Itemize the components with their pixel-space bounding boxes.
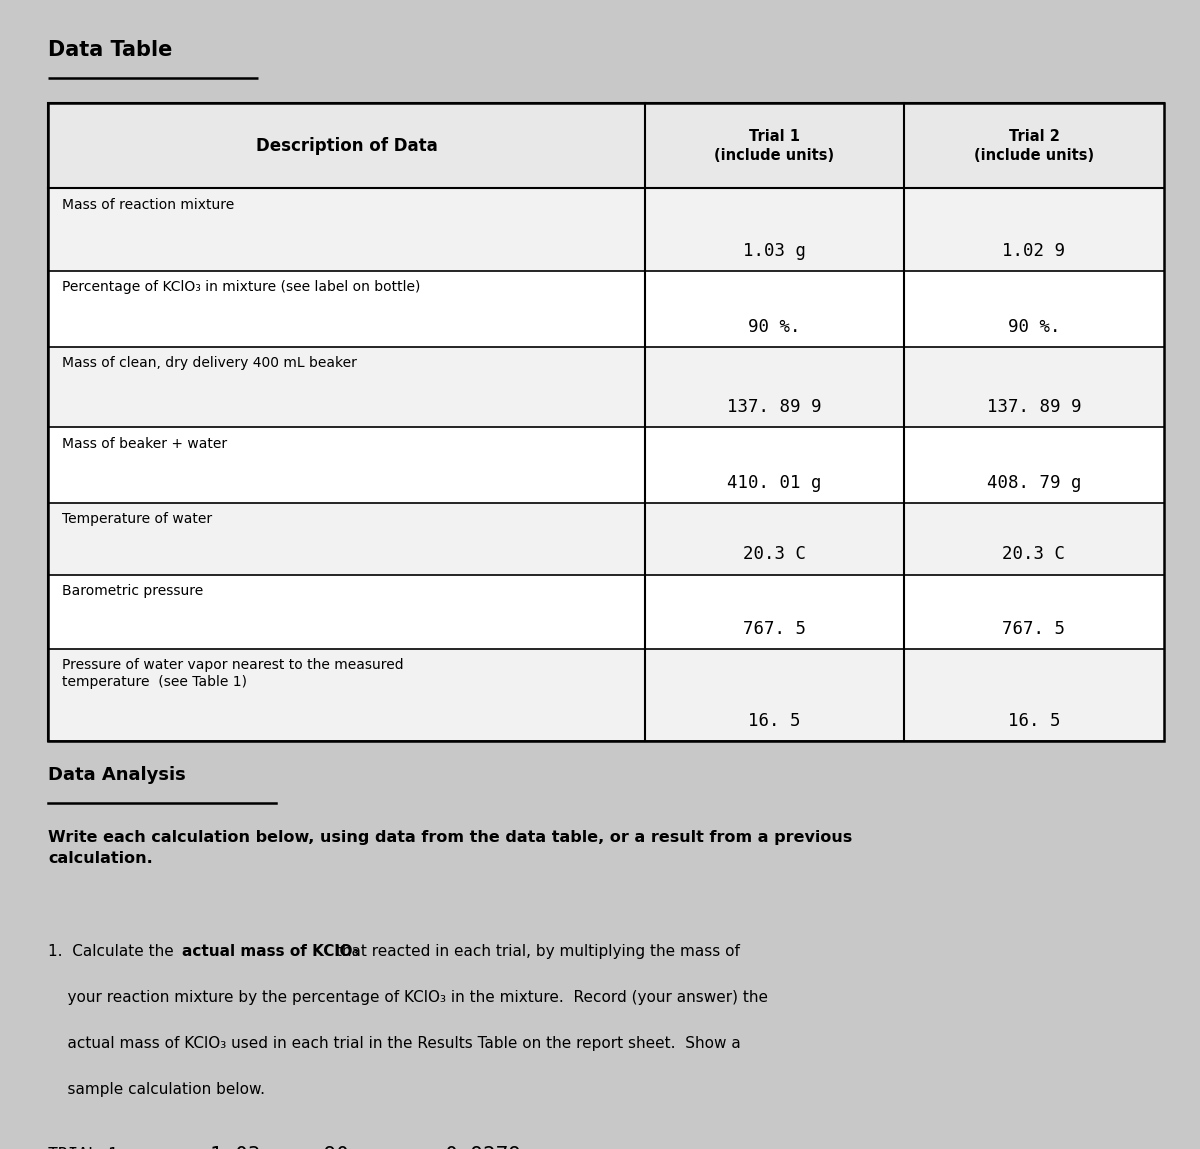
Text: 767. 5: 767. 5 [743,619,806,638]
Text: 137. 89 9: 137. 89 9 [986,398,1081,416]
Text: Trial 2
(include units): Trial 2 (include units) [974,129,1094,163]
Text: Mass of reaction mixture: Mass of reaction mixture [62,198,235,211]
Text: Mass of beaker + water: Mass of beaker + water [62,437,228,450]
FancyBboxPatch shape [48,103,1164,188]
Text: Barometric pressure: Barometric pressure [62,584,204,597]
FancyBboxPatch shape [48,427,1164,503]
Text: Data Analysis: Data Analysis [48,766,186,785]
FancyBboxPatch shape [48,649,1164,741]
Text: 767. 5: 767. 5 [1002,619,1066,638]
Text: that reacted in each trial, by multiplying the mass of: that reacted in each trial, by multiplyi… [331,944,739,959]
Text: 1.03 g × 90: 1.03 g × 90 [210,1146,349,1149]
Text: 16. 5: 16. 5 [749,711,800,730]
Text: Data Table: Data Table [48,40,173,60]
Text: Temperature of water: Temperature of water [62,512,212,526]
Text: 90 %.: 90 %. [749,317,800,336]
Text: Percentage of KClO₃ in mixture (see label on bottle): Percentage of KClO₃ in mixture (see labe… [62,280,421,294]
Text: 20.3 C: 20.3 C [1002,545,1066,563]
FancyBboxPatch shape [48,503,1164,574]
Text: TRIAL 1:: TRIAL 1: [48,1146,128,1149]
Text: 16. 5: 16. 5 [1008,711,1061,730]
Text: 1.02 9: 1.02 9 [1002,241,1066,260]
Text: Trial 1
(include units): Trial 1 (include units) [714,129,834,163]
FancyBboxPatch shape [48,103,1164,741]
Text: your reaction mixture by the percentage of KClO₃ in the mixture.  Record (your a: your reaction mixture by the percentage … [48,990,768,1005]
FancyBboxPatch shape [48,188,1164,271]
Text: Mass of clean, dry delivery 400 mL beaker: Mass of clean, dry delivery 400 mL beake… [62,356,358,370]
Text: sample calculation below.: sample calculation below. [48,1082,265,1097]
Text: 408. 79 g: 408. 79 g [986,473,1081,492]
Text: Description of Data: Description of Data [256,137,438,155]
Text: 1.03 g: 1.03 g [743,241,806,260]
Text: 20.3 C: 20.3 C [743,545,806,563]
Text: = 0.9279: = 0.9279 [420,1146,521,1149]
Text: 90 %.: 90 %. [1008,317,1061,336]
Text: Pressure of water vapor nearest to the measured
temperature  (see Table 1): Pressure of water vapor nearest to the m… [62,658,404,688]
Text: 410. 01 g: 410. 01 g [727,473,822,492]
Text: 137. 89 9: 137. 89 9 [727,398,822,416]
Text: actual mass of KClO₃ used in each trial in the Results Table on the report sheet: actual mass of KClO₃ used in each trial … [48,1036,740,1051]
Text: actual mass of KClO₃: actual mass of KClO₃ [182,944,359,959]
FancyBboxPatch shape [48,347,1164,427]
Text: Write each calculation below, using data from the data table, or a result from a: Write each calculation below, using data… [48,830,852,865]
FancyBboxPatch shape [48,271,1164,347]
Text: 1.  Calculate the: 1. Calculate the [48,944,179,959]
FancyBboxPatch shape [48,574,1164,649]
